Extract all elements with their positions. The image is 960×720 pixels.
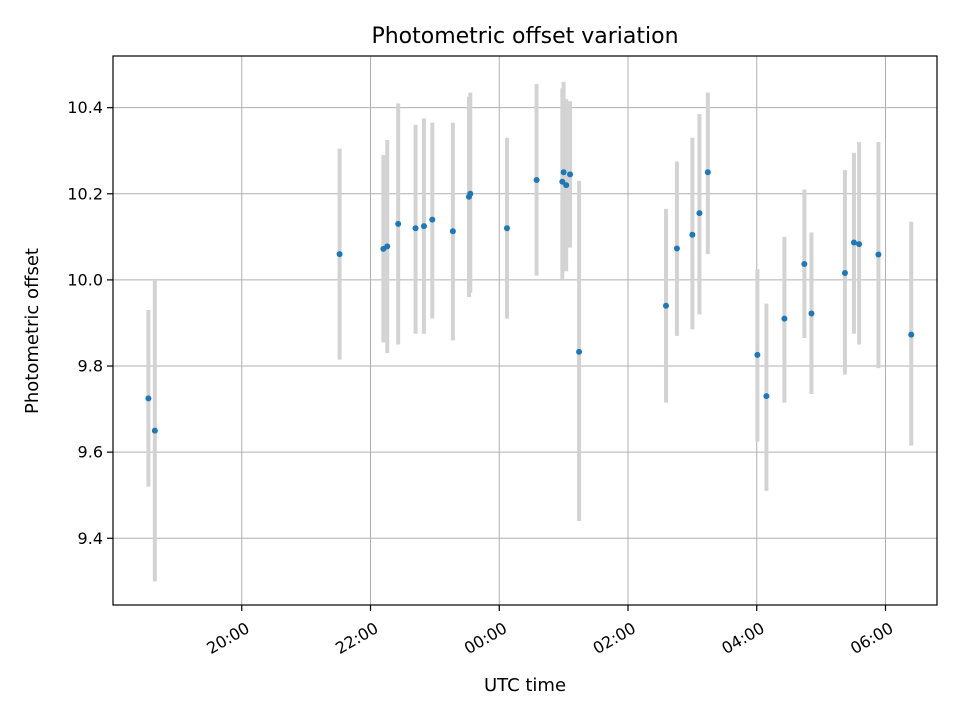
y-tick-label: 9.4 [78,529,103,548]
y-tick-label: 9.6 [78,443,103,462]
x-axis-label: UTC time [484,675,566,696]
y-tick-label: 10.0 [67,270,103,289]
data-point [841,270,848,277]
chart-title: Photometric offset variation [371,24,678,49]
y-axis-ticks: 9.4 9.6 9.8 10.0 10.2 10.4 [67,98,113,548]
y-tick-label: 9.8 [78,357,103,376]
data-point [808,310,815,317]
y-tick-label: 10.2 [67,184,103,203]
plot-area-frame [112,55,938,606]
data-point [563,182,570,189]
data-point [856,241,863,248]
data-point [576,348,583,355]
data-point [754,351,761,358]
data-point [908,331,915,338]
data-point [696,210,703,217]
data-points [145,169,915,434]
data-point [567,171,574,178]
data-point [533,177,540,184]
data-point [850,239,857,246]
data-point [395,220,402,227]
data-point [781,315,788,322]
data-point [875,251,882,258]
data-point [503,225,510,232]
y-axis-label: Photometric offset [22,248,43,414]
data-point [801,260,808,267]
grid-lines [113,56,937,605]
data-point [673,245,680,252]
data-point [449,228,456,235]
y-tick-label: 10.4 [67,98,103,117]
data-point [689,231,696,238]
data-point [145,395,152,402]
data-point [662,302,669,309]
data-point [704,169,711,176]
data-point [467,190,474,197]
data-point [420,223,427,230]
data-point [412,225,419,232]
data-point [384,243,391,250]
data-point [151,427,158,434]
data-point [429,216,436,223]
data-point [559,178,566,185]
data-point [763,393,770,400]
data-point [560,169,567,176]
data-point [336,251,343,258]
